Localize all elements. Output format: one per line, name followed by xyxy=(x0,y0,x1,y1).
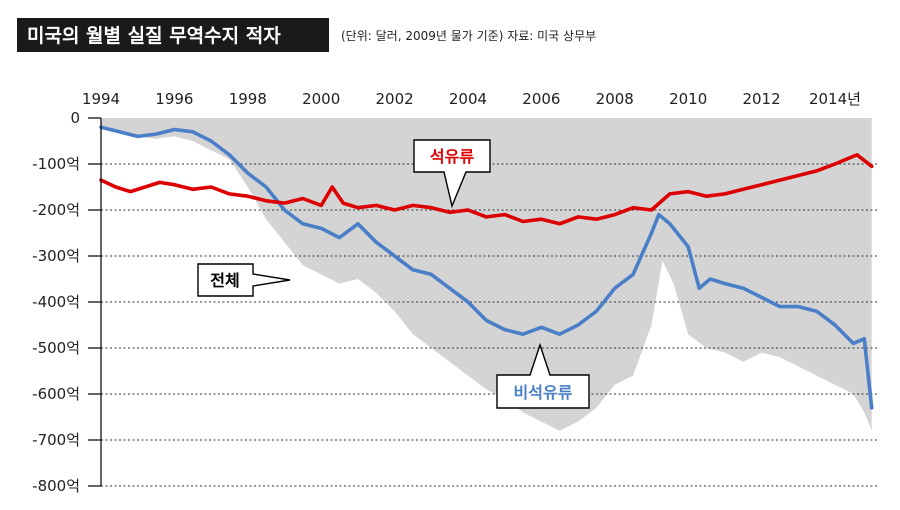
x-tick-label: 2010 xyxy=(669,90,707,108)
callout-oil-label: 석유류 xyxy=(430,147,474,166)
callout-non-oil-label: 비석유류 xyxy=(514,383,573,402)
series-lines xyxy=(99,125,874,410)
x-tick-label: 1994 xyxy=(82,90,120,108)
y-tick-label: -800억 xyxy=(32,477,80,495)
y-axis-ticks: 0 -100억 -200억 -300억 -400억 -500억 -600억 -700억 -800… xyxy=(32,109,101,495)
y-tick-label: -700억 xyxy=(32,431,80,449)
callout-oil: 석유류 xyxy=(413,139,491,209)
callout-total: 전체 xyxy=(197,263,291,297)
y-tick-label: -100억 xyxy=(32,155,80,173)
x-tick-label: 1998 xyxy=(229,90,267,108)
series-area-total xyxy=(101,118,872,431)
x-tick-label: 2012 xyxy=(742,90,780,108)
x-axis-ticks: 1994 1996 1998 2000 2002 2004 2006 2008 2010 2012… xyxy=(82,90,861,108)
callout-total-label: 전체 xyxy=(210,271,239,290)
series-line-oil xyxy=(99,153,874,226)
y-tick-label: -600억 xyxy=(32,385,80,403)
y-tick-label: 0 xyxy=(70,109,80,127)
callout-non-oil-bubble xyxy=(496,342,590,409)
x-tick-label: 2014년 xyxy=(809,90,861,108)
callout-total-bubble xyxy=(197,263,291,297)
series-line-non-oil xyxy=(99,125,874,410)
chart-title: 미국의 월별 실질 무역수지 적자 xyxy=(27,25,281,47)
x-tick-label: 2008 xyxy=(596,90,634,108)
y-tick-label: -500억 xyxy=(32,339,80,357)
title-banner xyxy=(17,18,329,52)
callout-oil-bubble xyxy=(413,139,491,209)
x-tick-label: 1996 xyxy=(155,90,193,108)
x-tick-label: 2004 xyxy=(449,90,487,108)
x-tick-label: 2000 xyxy=(302,90,340,108)
y-tick-label: -300억 xyxy=(32,247,80,265)
callout-non-oil: 비석유류 xyxy=(496,342,590,409)
y-tick-label: -200억 xyxy=(32,201,80,219)
x-tick-label: 2002 xyxy=(375,90,413,108)
total-area-layer xyxy=(101,118,872,431)
x-tick-label: 2006 xyxy=(522,90,560,108)
chart-subtitle: (단위: 달러, 2009년 물가 기준) 자료: 미국 상무부 xyxy=(341,29,596,43)
y-tick-label: -400억 xyxy=(32,293,80,311)
